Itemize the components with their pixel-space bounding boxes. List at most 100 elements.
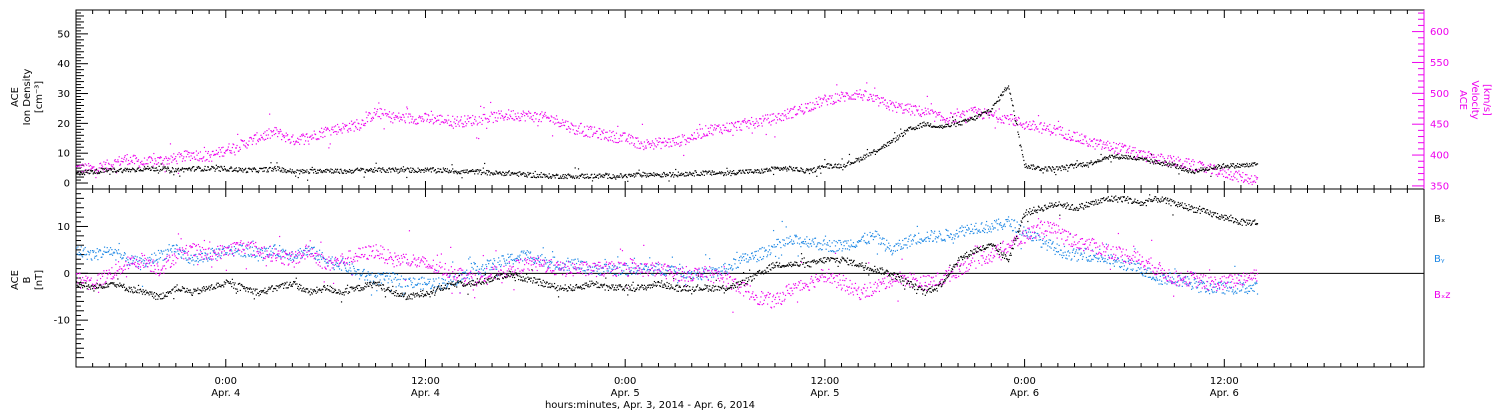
data-point: [1000, 119, 1001, 120]
data-point: [456, 120, 457, 121]
data-point: [508, 109, 509, 110]
data-point: [633, 173, 634, 174]
data-point: [406, 106, 407, 107]
data-point: [189, 168, 190, 169]
data-point: [726, 123, 727, 124]
data-point: [481, 118, 482, 119]
data-point: [276, 127, 277, 128]
data-point: [138, 159, 139, 160]
data-point: [300, 170, 301, 171]
data-point: [846, 92, 847, 93]
data-point: [694, 132, 695, 133]
density-series: [76, 85, 1258, 182]
data-point: [865, 91, 866, 92]
data-point: [1105, 147, 1106, 148]
data-point: [821, 105, 822, 106]
data-point: [282, 167, 283, 168]
data-point: [1120, 149, 1121, 150]
data-point: [388, 172, 389, 173]
data-point: [719, 131, 720, 132]
data-point: [577, 258, 578, 259]
data-point: [700, 175, 701, 176]
data-point: [158, 250, 159, 251]
data-point: [149, 156, 150, 157]
data-point: [1104, 148, 1105, 149]
data-point: [401, 168, 402, 169]
data-point: [1121, 154, 1122, 155]
data-point: [1255, 182, 1256, 183]
data-point: [202, 161, 203, 162]
data-point: [682, 266, 683, 267]
data-point: [734, 173, 735, 174]
data-point: [711, 174, 712, 175]
data-point: [1033, 164, 1034, 165]
data-point: [724, 174, 725, 175]
data-point: [1065, 167, 1066, 168]
data-point: [1240, 174, 1241, 175]
data-point: [91, 168, 92, 169]
data-point: [487, 174, 488, 175]
data-point: [773, 174, 774, 175]
data-point: [425, 171, 426, 172]
data-point: [1238, 181, 1239, 182]
data-point: [535, 171, 536, 172]
data-point: [453, 121, 454, 122]
data-point: [297, 169, 298, 170]
data-point: [379, 273, 380, 274]
data-point: [398, 285, 399, 286]
data-point: [700, 128, 701, 129]
data-point: [706, 171, 707, 172]
data-point: [360, 170, 361, 171]
data-point: [382, 167, 383, 168]
data-point: [393, 272, 394, 273]
data-point: [995, 103, 996, 104]
data-point: [145, 163, 146, 164]
data-point: [1126, 152, 1127, 153]
data-point: [274, 134, 275, 135]
data-point: [290, 258, 291, 259]
data-point: [472, 115, 473, 116]
data-point: [199, 260, 200, 261]
data-point: [1029, 129, 1030, 130]
data-point: [755, 170, 756, 171]
data-point: [515, 113, 516, 114]
data-point: [256, 132, 257, 133]
data-point: [517, 258, 518, 259]
data-point: [1125, 158, 1126, 159]
data-point: [352, 124, 353, 125]
data-point: [370, 121, 371, 122]
data-point: [312, 170, 313, 171]
data-point: [391, 280, 392, 281]
data-point: [991, 111, 992, 112]
data-point: [571, 123, 572, 124]
data-point: [1224, 171, 1225, 172]
data-point: [280, 129, 281, 130]
data-point: [475, 170, 476, 171]
data-point: [1134, 156, 1135, 157]
data-point: [903, 132, 904, 133]
data-point: [713, 174, 714, 175]
data-point: [360, 127, 361, 128]
data-point: [1006, 118, 1007, 119]
data-point: [785, 114, 786, 115]
data-point: [161, 170, 162, 171]
data-point: [197, 168, 198, 169]
data-point: [564, 125, 565, 126]
data-point: [307, 254, 308, 255]
data-point: [938, 126, 939, 127]
data-point: [105, 164, 106, 165]
data-point: [1114, 152, 1115, 153]
data-point: [446, 121, 447, 122]
data-point: [419, 116, 420, 117]
data-point: [332, 127, 333, 128]
data-point: [84, 174, 85, 175]
data-point: [281, 139, 282, 140]
data-point: [455, 171, 456, 172]
data-point: [1026, 121, 1027, 122]
data-point: [613, 174, 614, 175]
data-point: [939, 125, 940, 126]
data-point: [960, 124, 961, 125]
data-point: [361, 275, 362, 276]
data-point: [92, 168, 93, 169]
data-point: [702, 128, 703, 129]
